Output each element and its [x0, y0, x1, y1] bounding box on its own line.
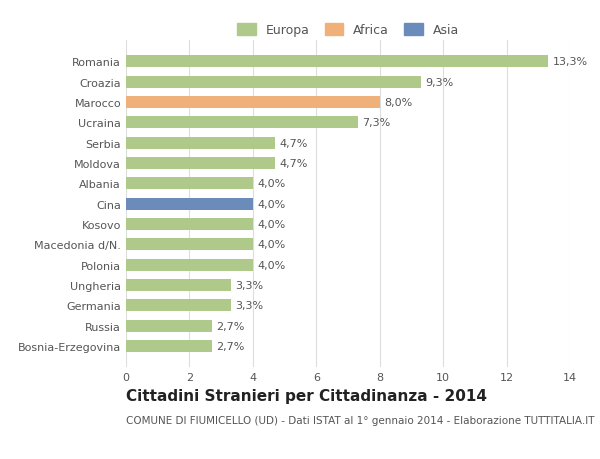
Text: 3,3%: 3,3%: [235, 280, 263, 291]
Text: 2,7%: 2,7%: [217, 321, 245, 331]
Text: COMUNE DI FIUMICELLO (UD) - Dati ISTAT al 1° gennaio 2014 - Elaborazione TUTTITA: COMUNE DI FIUMICELLO (UD) - Dati ISTAT a…: [126, 415, 595, 425]
Text: 9,3%: 9,3%: [426, 78, 454, 88]
Text: 4,7%: 4,7%: [280, 159, 308, 168]
Bar: [126, 198, 253, 210]
Text: 4,0%: 4,0%: [257, 199, 286, 209]
Text: 4,0%: 4,0%: [257, 219, 286, 230]
Bar: [126, 76, 421, 89]
Bar: [126, 56, 548, 68]
Text: 8,0%: 8,0%: [385, 98, 413, 108]
Text: Cittadini Stranieri per Cittadinanza - 2014: Cittadini Stranieri per Cittadinanza - 2…: [126, 388, 487, 403]
Text: 4,7%: 4,7%: [280, 139, 308, 148]
Bar: [126, 300, 230, 312]
Bar: [126, 137, 275, 150]
Text: 4,0%: 4,0%: [257, 179, 286, 189]
Legend: Europa, Africa, Asia: Europa, Africa, Asia: [233, 20, 463, 41]
Bar: [126, 320, 212, 332]
Bar: [126, 157, 275, 170]
Bar: [126, 340, 212, 353]
Text: 2,7%: 2,7%: [217, 341, 245, 351]
Bar: [126, 218, 253, 230]
Text: 4,0%: 4,0%: [257, 240, 286, 250]
Bar: [126, 259, 253, 271]
Bar: [126, 117, 358, 129]
Bar: [126, 239, 253, 251]
Bar: [126, 280, 230, 291]
Text: 7,3%: 7,3%: [362, 118, 391, 128]
Text: 3,3%: 3,3%: [235, 301, 263, 311]
Bar: [126, 97, 380, 109]
Text: 13,3%: 13,3%: [553, 57, 587, 67]
Bar: [126, 178, 253, 190]
Text: 4,0%: 4,0%: [257, 260, 286, 270]
